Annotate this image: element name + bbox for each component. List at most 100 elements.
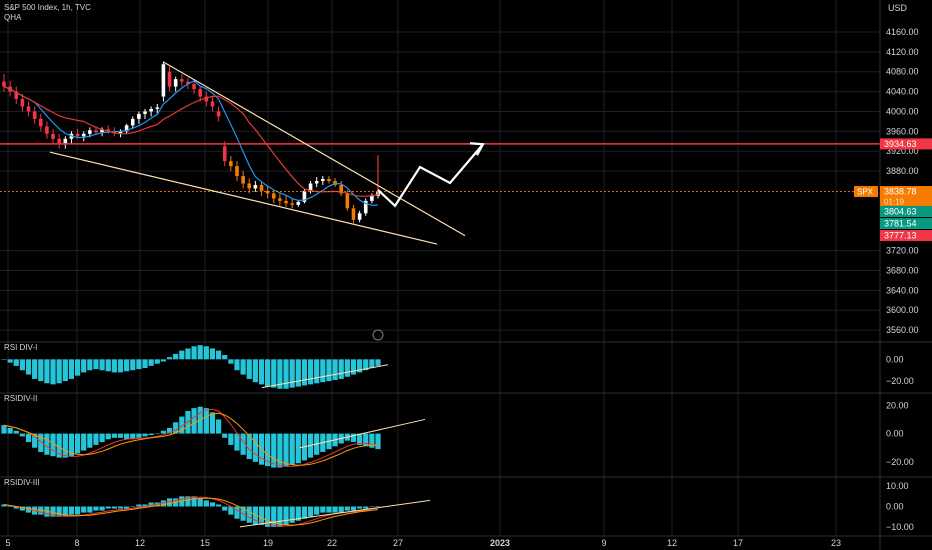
histogram-bar <box>136 504 142 507</box>
sub-pane-title: RSIDIV-II <box>4 394 37 403</box>
histogram-bar <box>203 500 209 507</box>
candle-body <box>149 108 153 112</box>
sub-y-tick-label: 10.00 <box>886 481 909 491</box>
candle-body <box>192 84 196 90</box>
histogram-bar <box>222 433 228 438</box>
histogram-bar <box>283 359 289 389</box>
histogram-bar <box>179 496 185 507</box>
histogram-bar <box>191 408 197 434</box>
histogram-bar <box>369 506 375 507</box>
histogram-bar <box>307 359 314 385</box>
symbol-tag <box>854 186 878 198</box>
candle-body <box>235 166 239 177</box>
candle-body <box>247 183 252 189</box>
candle-body <box>357 213 362 220</box>
candle-body <box>345 193 350 209</box>
histogram-bar <box>130 433 136 440</box>
histogram-bar <box>117 433 124 438</box>
histogram-bar <box>87 359 93 371</box>
candle-body <box>290 203 294 205</box>
histogram-bar <box>25 506 32 513</box>
histogram-bar <box>357 359 363 373</box>
histogram-bar <box>326 359 332 382</box>
price-badge <box>880 186 932 207</box>
y-tick-label: 4080.00 <box>886 67 919 77</box>
candle-body <box>180 79 184 82</box>
histogram-bar <box>81 433 87 451</box>
candle-body <box>253 184 258 189</box>
histogram-bar <box>209 412 216 434</box>
sub-y-tick-label: 0.00 <box>886 502 904 512</box>
price-badge <box>880 206 932 218</box>
drawings[interactable] <box>0 61 880 245</box>
divergence-trendline <box>299 418 426 449</box>
histogram-bar <box>1 359 7 360</box>
x-tick-label: 27 <box>393 538 403 548</box>
candle-body <box>321 179 325 181</box>
histogram-bar <box>13 430 19 434</box>
histogram-bar <box>234 433 240 451</box>
candle-body <box>241 176 245 184</box>
y-tick-label: 4120.00 <box>886 47 919 57</box>
candle-body <box>259 184 264 191</box>
histogram-bar <box>289 506 295 523</box>
indicator-label[interactable]: QHA <box>4 13 22 22</box>
histogram-bar <box>19 433 25 437</box>
sub-pane-title: RSI DIV-I <box>4 343 37 352</box>
candle-body <box>222 146 227 162</box>
y-tick-label: 3600.00 <box>886 305 919 315</box>
histogram-bar <box>326 506 332 513</box>
signal-line-orange <box>3 497 379 526</box>
candle-body <box>363 200 368 214</box>
x-tick-label: 15 <box>200 538 210 548</box>
histogram-bar <box>252 359 258 383</box>
candle-body <box>265 190 270 194</box>
histogram-bar <box>277 433 283 468</box>
histogram-bar <box>56 433 62 458</box>
candle-body <box>2 81 6 87</box>
sub-y-tick-label: 0.00 <box>886 354 904 364</box>
histogram-bar <box>234 359 240 371</box>
candle-body <box>204 96 209 102</box>
x-tick-label: 8 <box>74 538 79 548</box>
histogram-bar <box>228 433 234 445</box>
histogram-bar <box>191 346 197 360</box>
histogram-bar <box>160 500 167 507</box>
histogram-bar <box>93 359 99 370</box>
price-badge-label: 3781.54 <box>884 219 917 229</box>
x-tick-label: 22 <box>327 538 337 548</box>
histogram-bar <box>301 359 308 386</box>
histogram-bar <box>320 359 326 383</box>
histogram-bar <box>38 359 44 382</box>
histogram-bar <box>105 433 111 440</box>
histogram-bar <box>25 359 32 375</box>
x-tick-label: 5 <box>5 538 10 548</box>
histogram-bar <box>142 504 148 507</box>
x-tick-label: 12 <box>135 538 145 548</box>
currency-label[interactable]: USD <box>888 3 908 13</box>
divergence-trendline <box>261 364 389 389</box>
candle-body <box>100 129 104 133</box>
symbol-title[interactable]: S&P 500 Index, 1h, TVC <box>4 3 91 12</box>
candle-body <box>216 111 221 117</box>
histogram-bar <box>87 433 93 448</box>
price-badge-countdown: 01:19 <box>884 198 905 207</box>
histogram-bar <box>307 506 314 517</box>
histogram-bar <box>111 506 117 509</box>
histogram-bar <box>81 506 87 513</box>
y-tick-label: 3680.00 <box>886 265 919 275</box>
indicator-panes[interactable]: RSI DIV-I RSIDIV-II RSIDIV-III <box>1 343 431 528</box>
histogram-bar <box>357 506 363 509</box>
histogram-bar <box>246 433 252 460</box>
histogram-bar <box>228 506 234 515</box>
histogram-bar <box>185 496 191 507</box>
histogram-bar <box>265 506 271 527</box>
histogram-bar <box>56 506 62 517</box>
price-badge <box>880 230 932 242</box>
histogram-bar <box>197 345 203 360</box>
histogram-bar <box>289 359 295 388</box>
sub-y-tick-label: −10.00 <box>886 522 914 532</box>
histogram-bar <box>7 427 13 434</box>
candle-body <box>124 125 129 132</box>
